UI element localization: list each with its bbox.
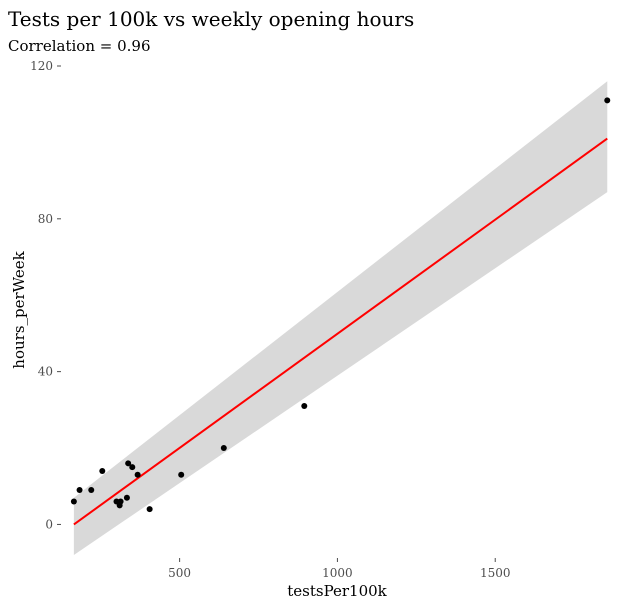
data-point xyxy=(123,494,130,501)
regression-line xyxy=(73,137,608,526)
confidence-band-layer xyxy=(73,81,608,555)
data-point xyxy=(117,498,124,505)
x-axis: 500 1000 1500 xyxy=(168,558,510,580)
x-axis-title: testsPer100k xyxy=(287,582,387,600)
points-layer xyxy=(70,97,611,513)
data-point xyxy=(125,460,132,467)
y-tick-label: 0 xyxy=(45,517,53,531)
data-point xyxy=(604,97,611,104)
data-point xyxy=(134,471,141,478)
data-point xyxy=(220,445,227,452)
x-tick-label: 1000 xyxy=(322,566,353,580)
x-tick-label: 1500 xyxy=(480,566,511,580)
y-axis-title: hours_perWeek xyxy=(10,250,28,368)
data-point xyxy=(99,467,106,474)
data-point xyxy=(76,487,83,494)
data-point xyxy=(301,403,308,410)
confidence-band xyxy=(73,81,608,555)
data-point xyxy=(146,506,153,513)
y-tick-label: 40 xyxy=(38,365,53,379)
chart-subtitle: Correlation = 0.96 xyxy=(8,37,151,55)
fit-line-layer xyxy=(73,137,608,526)
y-axis: 0 40 80 120 xyxy=(30,59,61,531)
y-tick-label: 80 xyxy=(38,212,53,226)
x-tick-label: 500 xyxy=(168,566,191,580)
chart-title: Tests per 100k vs weekly opening hours xyxy=(8,7,415,31)
y-tick-label: 120 xyxy=(30,59,53,73)
data-point xyxy=(178,471,185,478)
data-point xyxy=(129,464,136,471)
data-point xyxy=(70,498,77,505)
data-point xyxy=(88,487,95,494)
